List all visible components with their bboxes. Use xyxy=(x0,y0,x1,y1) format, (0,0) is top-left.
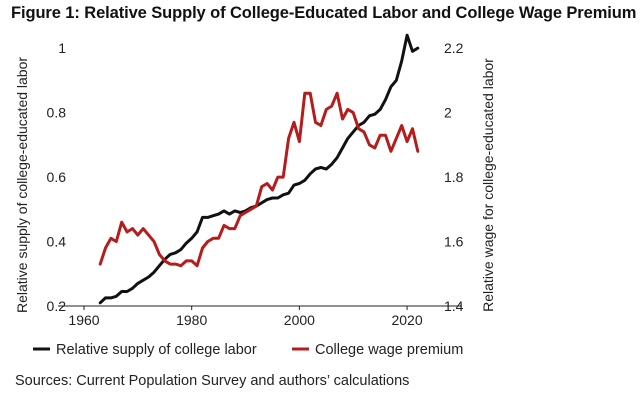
x-tick-label: 1980 xyxy=(176,312,207,328)
y-right-tick-label: 1.4 xyxy=(444,298,464,314)
legend-label-wage-premium: College wage premium xyxy=(315,342,463,358)
y-right-tick-label: 1.6 xyxy=(444,234,464,250)
y-right-tick-label: 2.2 xyxy=(444,40,464,56)
chart-lines xyxy=(98,33,420,305)
y-left-tick-label: 0.2 xyxy=(47,298,67,314)
y-right-tick-label: 1.8 xyxy=(444,169,464,185)
source-note: Sources: Current Population Survey and a… xyxy=(15,373,410,389)
legend-label-relative-supply: Relative supply of college labor xyxy=(56,342,257,358)
y-left-axis-title: Relative supply of college-educated labo… xyxy=(14,57,30,313)
figure-title: Figure 1: Relative Supply of College-Edu… xyxy=(11,4,637,22)
chart-legend: Relative supply of college labor College … xyxy=(33,342,463,358)
x-tick-label: 1960 xyxy=(68,312,99,328)
x-tick-label: 2020 xyxy=(391,312,422,328)
series-line-relative-supply xyxy=(98,33,420,305)
y-left-tick-label: 0.4 xyxy=(47,234,67,250)
y-left-tick-label: 0.6 xyxy=(47,169,67,185)
x-tick-label: 2000 xyxy=(284,312,315,328)
chart-axes: 1960 1980 2000 2020 0.2 0.4 0.6 0.8 1 1.4 1.6 1.8 2 2… xyxy=(14,40,496,328)
y-right-axis-title: Relative wage for college-educated labor xyxy=(480,58,496,312)
y-left-tick-label: 1 xyxy=(58,40,66,56)
y-left-tick-label: 0.8 xyxy=(47,105,67,121)
y-right-tick-label: 2 xyxy=(444,105,452,121)
series-line-wage-premium xyxy=(98,91,420,268)
